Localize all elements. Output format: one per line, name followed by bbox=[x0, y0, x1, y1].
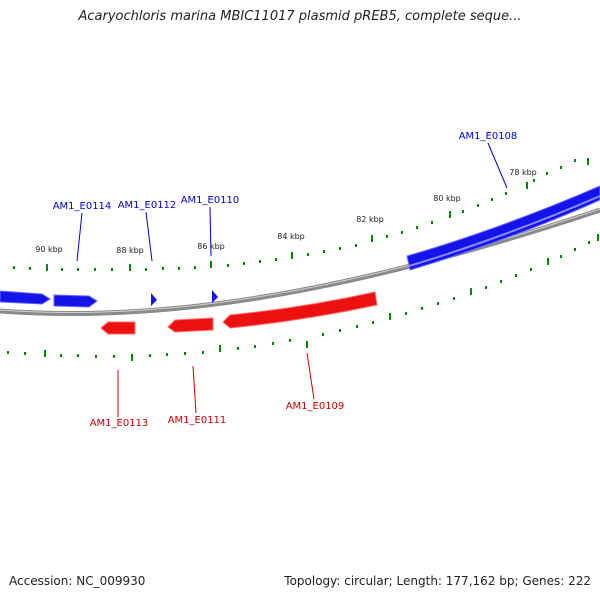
gene-label-am1-e0114[interactable]: AM1_E0114 bbox=[53, 201, 112, 212]
gene-feature-am1-e0108[interactable] bbox=[406, 185, 600, 271]
reverse-gene-track bbox=[100, 291, 378, 335]
gene-label-am1-e0108[interactable]: AM1_E0108 bbox=[459, 131, 518, 142]
backbone-arc bbox=[0, 207, 600, 317]
gene-label-am1-e0109[interactable]: AM1_E0109 bbox=[286, 401, 345, 412]
inner-tick-ring bbox=[7, 234, 599, 361]
scale-label-80kbp: 80 kbp bbox=[433, 194, 461, 203]
forward-gene-track bbox=[0, 185, 600, 308]
gene-label-am1-e0113[interactable]: AM1_E0113 bbox=[90, 418, 149, 429]
gene-feature-am1-e0112[interactable] bbox=[151, 293, 157, 306]
gene-feature-am1-e0110[interactable] bbox=[212, 290, 218, 303]
gene-label-am1-e0111[interactable]: AM1_E0111 bbox=[168, 415, 227, 426]
scale-label-88kbp: 88 kbp bbox=[116, 246, 144, 255]
scale-label-78kbp: 78 kbp bbox=[509, 168, 537, 177]
map-title: Acaryochloris marina MBIC11017 plasmid p… bbox=[78, 9, 522, 24]
gene-feature-am1-e0108-shade bbox=[408, 195, 600, 267]
label-leaders bbox=[76, 142, 508, 417]
outer-tick-ring bbox=[13, 158, 589, 271]
gene-feature-am1-e0114[interactable] bbox=[53, 294, 98, 308]
scale-label-82kbp: 82 kbp bbox=[356, 215, 384, 224]
accession-label: Accession: NC_009930 bbox=[9, 574, 146, 588]
topology-label: Topology: circular; Length: 177,162 bp; … bbox=[284, 574, 591, 588]
gene-feature-am1-e0111[interactable] bbox=[167, 317, 214, 333]
gene-feature-am1-e0114-left[interactable] bbox=[0, 290, 51, 305]
gene-feature-am1-e0113[interactable] bbox=[100, 321, 136, 335]
gene-feature-am1-e0109[interactable] bbox=[222, 291, 378, 329]
gene-label-am1-e0110[interactable]: AM1_E0110 bbox=[181, 195, 240, 206]
gene-label-am1-e0112[interactable]: AM1_E0112 bbox=[118, 200, 177, 211]
scale-label-84kbp: 84 kbp bbox=[277, 232, 305, 241]
scale-label-90kbp: 90 kbp bbox=[35, 245, 63, 254]
